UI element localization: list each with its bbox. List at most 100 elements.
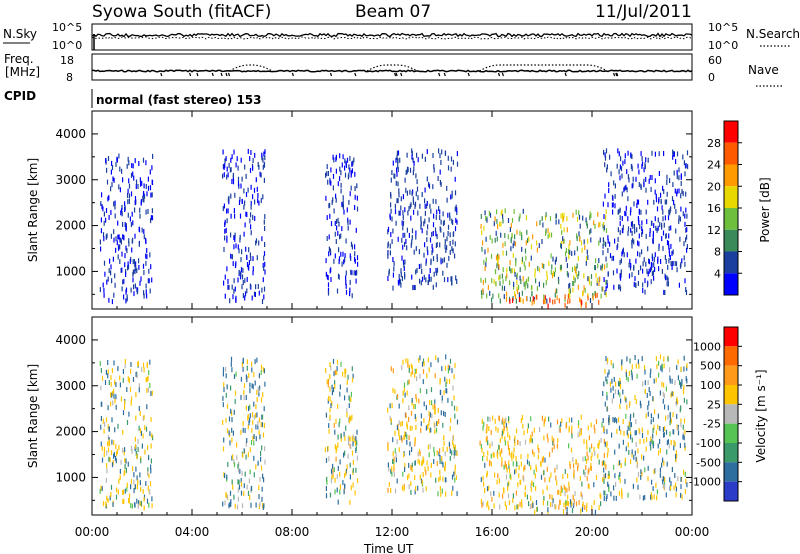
echo-cell — [645, 261, 647, 267]
echo-cell — [400, 435, 402, 441]
echo-cell — [393, 173, 395, 179]
echo-cell — [105, 417, 108, 423]
echo-cell — [571, 267, 574, 272]
echo-cell — [454, 190, 457, 196]
echo-cell — [661, 236, 663, 242]
echo-cell — [125, 467, 127, 473]
echo-cell — [602, 201, 604, 207]
echo-cell — [425, 260, 427, 266]
echo-cell — [430, 472, 432, 478]
echo-cell — [100, 228, 102, 234]
echo-cell — [521, 503, 523, 509]
echo-cell — [648, 387, 650, 392]
echo-cell — [346, 157, 349, 163]
echo-cell — [391, 216, 393, 222]
echo-cell — [498, 264, 500, 270]
echo-cell — [526, 279, 528, 285]
echo-cell — [449, 212, 451, 218]
echo-cell — [624, 159, 626, 165]
echo-cell — [435, 282, 437, 288]
echo-cell — [611, 255, 613, 261]
echo-cell — [262, 277, 264, 283]
echo-cell — [114, 282, 116, 288]
echo-cell — [480, 290, 483, 295]
echo-cell — [110, 392, 112, 398]
echo-cell — [242, 280, 244, 285]
echo-cell — [638, 427, 640, 433]
echo-cell — [528, 461, 530, 467]
echo-cell — [447, 277, 449, 283]
echo-cell — [137, 183, 139, 189]
echo-cell — [585, 256, 588, 261]
echo-cell — [348, 403, 350, 409]
echo-cell — [101, 192, 103, 198]
echo-cell — [436, 256, 438, 262]
echo-cell — [577, 466, 579, 472]
echo-cell — [495, 281, 497, 287]
echo-cell — [603, 381, 605, 387]
echo-cell — [392, 437, 394, 443]
echo-cell — [555, 256, 557, 262]
echo-cell — [330, 478, 332, 484]
echo-cell — [396, 167, 398, 173]
echo-cell — [233, 459, 235, 465]
echo-cell — [387, 226, 390, 232]
echo-cell — [663, 289, 665, 295]
echo-cell — [398, 429, 400, 434]
echo-cell — [439, 475, 441, 481]
echo-cell — [101, 204, 103, 210]
echo-cell — [621, 227, 623, 233]
echo-cell — [582, 501, 584, 507]
echo-cell — [504, 418, 506, 424]
echo-cell — [224, 473, 226, 479]
echo-cell — [682, 191, 684, 197]
echo-cell — [138, 264, 140, 270]
echo-cell — [430, 208, 432, 214]
echo-cell — [260, 172, 262, 178]
echo-cell — [107, 424, 109, 430]
echo-cell — [449, 365, 451, 371]
echo-cell — [139, 207, 141, 213]
echo-cell — [639, 400, 641, 406]
echo-cell — [253, 472, 255, 478]
echo-cell — [658, 197, 660, 203]
echo-cell — [564, 302, 566, 308]
echo-cell — [683, 160, 685, 166]
echo-cell — [258, 391, 260, 397]
echo-cell — [224, 219, 226, 225]
echo-cell — [680, 206, 682, 212]
echo-cell — [446, 245, 448, 251]
echo-cell — [548, 476, 550, 482]
echo-cell — [583, 285, 585, 291]
echo-cell — [564, 296, 566, 302]
echo-cell — [486, 427, 488, 433]
echo-cell — [660, 365, 662, 371]
echo-cell — [263, 368, 265, 374]
echo-cell — [333, 157, 335, 163]
echo-cell — [483, 421, 485, 427]
echo-cell — [411, 365, 413, 371]
echo-cell — [438, 477, 440, 483]
echo-cell — [393, 459, 395, 465]
echo-cell — [527, 423, 529, 429]
echo-cell — [237, 277, 239, 283]
echo-cell — [678, 167, 680, 173]
echo-cell — [438, 451, 440, 457]
echo-cell — [497, 473, 499, 479]
echo-cell — [238, 479, 240, 485]
nsky-right-tick-top: 10^5 — [708, 21, 738, 34]
echo-cell — [483, 225, 485, 231]
echo-cell — [444, 461, 446, 467]
echo-cell — [491, 278, 493, 284]
echo-cell — [143, 496, 145, 502]
echo-cell — [531, 300, 533, 306]
velocity-panel-frame — [91, 316, 693, 516]
echo-cell — [327, 275, 329, 281]
echo-cell — [484, 249, 486, 255]
echo-cell — [349, 396, 351, 402]
echo-cell — [436, 421, 439, 427]
echo-cell — [608, 473, 610, 479]
echo-cell — [684, 221, 686, 227]
echo-cell — [686, 365, 688, 371]
echo-cell — [633, 265, 635, 271]
